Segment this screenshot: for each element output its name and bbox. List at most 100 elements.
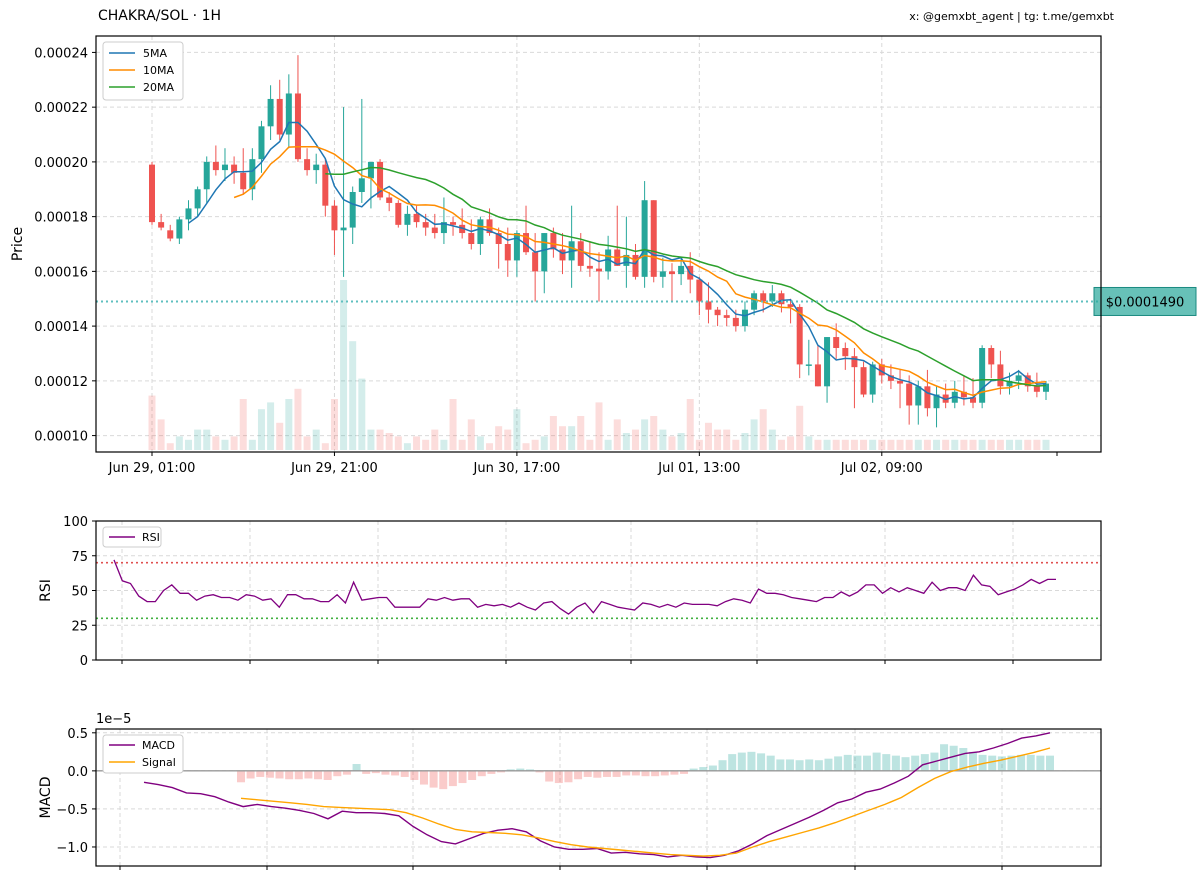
macd-histogram-bar <box>872 752 881 771</box>
volume-bar <box>777 439 785 450</box>
macd-histogram-bar <box>834 756 843 771</box>
volume-bar <box>321 443 329 450</box>
volume-bar <box>704 422 712 450</box>
volume-bar <box>476 436 484 450</box>
volume-bar <box>330 399 338 450</box>
legend-label: 20MA <box>143 81 174 94</box>
volume-bar <box>878 439 886 450</box>
macd-histogram-bar <box>968 751 977 771</box>
candle-body <box>650 200 657 277</box>
candle-body <box>659 271 666 277</box>
candle-body <box>887 375 894 381</box>
candle-body <box>450 222 457 225</box>
candle-body <box>906 383 913 406</box>
candle-body <box>559 249 566 261</box>
candle-body <box>824 337 831 387</box>
macd-histogram-bar <box>737 752 746 771</box>
macd-histogram-bar <box>814 760 823 771</box>
candle-body <box>878 364 885 376</box>
candle-body <box>605 249 612 272</box>
volume-bar <box>367 429 375 450</box>
volume-bar <box>914 439 922 450</box>
macd-histogram-bar <box>660 770 669 776</box>
candle-body <box>842 348 849 357</box>
macd-histogram-bar <box>314 770 323 780</box>
candle-body <box>258 126 265 160</box>
volume-bar <box>850 439 858 450</box>
candle-body <box>1033 386 1040 392</box>
volume-bar <box>759 409 767 450</box>
candle-body <box>915 386 922 406</box>
candle-body <box>523 233 530 253</box>
volume-bar <box>422 439 430 450</box>
candle-body <box>596 268 602 272</box>
price-ytick-label: 0.00012 <box>34 375 88 390</box>
macd-histogram-bar <box>997 756 1006 771</box>
volume-bar <box>358 378 366 450</box>
macd-histogram-bar <box>545 770 554 782</box>
volume-bar <box>714 429 722 450</box>
candle-body <box>833 337 840 348</box>
macd-histogram-bar <box>911 755 920 771</box>
candle-body <box>422 222 429 228</box>
candle-body <box>723 315 730 318</box>
macd-histogram-bar <box>612 770 621 777</box>
candle-body <box>641 200 648 277</box>
chart-title: CHAKRA/SOL · 1H <box>98 8 222 24</box>
volume-bar <box>832 439 840 450</box>
macd-histogram-bar <box>988 755 997 771</box>
candle-body <box>331 205 338 231</box>
candle-body <box>960 391 967 398</box>
volume-bar <box>668 436 676 450</box>
signal-line <box>240 747 1051 857</box>
candle-body <box>979 348 986 403</box>
macd-histogram-bar <box>256 770 265 777</box>
legend-label: RSI <box>142 531 160 544</box>
macd-frame <box>95 728 1102 867</box>
macd-histogram-bar <box>843 754 852 771</box>
volume-bar <box>522 443 530 450</box>
macd-histogram-bar <box>891 755 900 771</box>
candle-body <box>231 164 238 173</box>
macd-histogram-bar <box>940 744 949 771</box>
macd-histogram-bar <box>564 770 573 783</box>
macd-histogram-bar <box>959 748 968 771</box>
volume-bar <box>732 439 740 450</box>
candle-body <box>732 317 739 327</box>
candle-body <box>468 233 475 244</box>
candle-body <box>550 233 557 250</box>
volume-bar <box>942 439 950 450</box>
candle-body <box>632 254 639 277</box>
volume-bar <box>403 443 411 450</box>
candle-body <box>705 301 712 310</box>
volume-bar <box>1024 439 1032 450</box>
macd-ytick-label: 0.0 <box>67 765 88 780</box>
candle-body <box>477 219 484 244</box>
candle-body <box>970 397 977 403</box>
macd-histogram-bar <box>362 770 371 774</box>
volume-bar <box>166 443 174 450</box>
price-ytick-label: 0.00018 <box>34 211 88 226</box>
macd-histogram-bar <box>468 770 477 780</box>
candle-body <box>860 367 867 395</box>
volume-bar <box>741 433 749 450</box>
volume-bar <box>604 439 612 450</box>
macd-histogram-bar <box>978 754 987 771</box>
candle-body <box>741 309 748 327</box>
candle-body <box>997 364 1004 387</box>
volume-bar <box>449 399 457 450</box>
macd-histogram-bar <box>391 770 400 776</box>
macd-histogram-bar <box>516 768 525 771</box>
rsi-line <box>113 559 1056 615</box>
candle-body <box>760 293 767 302</box>
ma10-line <box>233 146 1047 397</box>
macd-histogram-bar <box>458 770 467 784</box>
volume-bar <box>257 409 265 450</box>
candle-body <box>212 161 219 171</box>
volume-bar <box>495 426 503 450</box>
candle-body <box>185 208 192 220</box>
volume-bar <box>933 439 941 450</box>
volume-bar <box>513 409 521 450</box>
volume-bar <box>823 439 831 450</box>
volume-bar <box>1006 439 1014 450</box>
